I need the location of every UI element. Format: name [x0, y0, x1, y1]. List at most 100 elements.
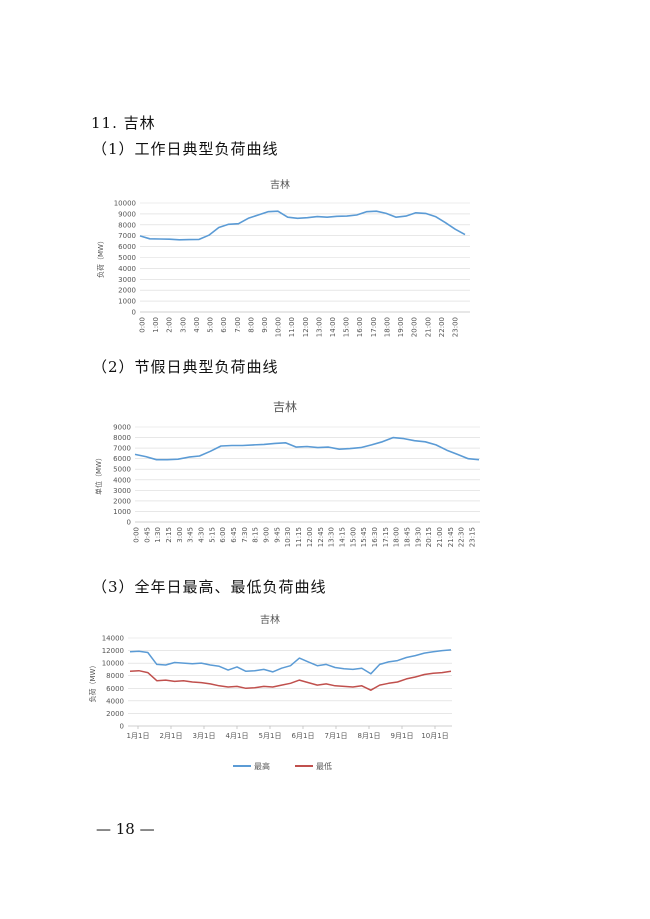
x-tick-label: 13:30 — [328, 527, 336, 547]
x-tick-label: 15:00 — [349, 527, 357, 547]
x-tick-label: 6:45 — [230, 527, 238, 543]
x-tick-label: 23:15 — [469, 527, 477, 547]
y-axis-label: 单位（MW） — [94, 454, 103, 495]
x-tick-label: 8:15 — [252, 527, 260, 543]
chart-annual: 吉林 0 2000 4000 6000 8000 10000 12000 14000 负荷（MW）… — [88, 612, 470, 784]
x-tick-label: 9:00 — [261, 317, 269, 333]
y-tick-label: 9000 — [118, 210, 136, 218]
x-tick-label: 11:00 — [288, 317, 296, 337]
y-tick-label: 2000 — [113, 497, 131, 505]
x-tick-label: 8月1日 — [358, 732, 381, 740]
y-tick-label: 1000 — [113, 508, 131, 516]
x-tick-label: 9:00 — [263, 527, 271, 543]
x-tick-label: 5:00 — [207, 317, 215, 333]
x-tick-label: 12:00 — [306, 527, 314, 547]
x-tick-label: 11:15 — [295, 527, 303, 547]
x-tick-label: 4:00 — [193, 317, 201, 333]
y-tick-label: 8000 — [113, 434, 131, 442]
x-tick-label: 19:00 — [397, 317, 405, 337]
series-line-1 — [139, 210, 466, 241]
y-tick-label: 5000 — [118, 254, 136, 262]
x-tick-label: 8:00 — [247, 317, 255, 333]
x-tick-label: 7:30 — [241, 527, 249, 543]
y-tick-label: 9000 — [113, 424, 131, 432]
x-tick-label: 20:00 — [411, 317, 419, 337]
x-tick-label: 15:45 — [360, 527, 368, 547]
chart-title: 吉林 — [260, 613, 280, 626]
x-tick-label: 10:00 — [275, 317, 283, 337]
legend-label: 最低 — [316, 761, 332, 771]
subtitle-workday: （1）工作日典型负荷曲线 — [92, 140, 279, 158]
x-tick-label: 1:30 — [154, 527, 162, 543]
x-tick-label: 6:00 — [220, 317, 228, 333]
x-tick-label: 1月1日 — [127, 732, 150, 740]
x-tick-label: 2:15 — [165, 527, 173, 543]
y-tick-label: 3000 — [118, 276, 136, 284]
x-tick-label: 0:00 — [133, 527, 141, 543]
x-tick-label: 21:00 — [436, 527, 444, 547]
x-tick-label: 21:45 — [447, 527, 455, 547]
y-tick-label: 6000 — [118, 243, 136, 251]
x-tick-label: 7月1日 — [325, 732, 348, 740]
subtitle-annual: （3）全年日最高、最低负荷曲线 — [92, 578, 327, 596]
x-tick-label: 18:00 — [383, 317, 391, 337]
x-tick-label: 16:00 — [356, 317, 364, 337]
series-line-1 — [129, 649, 452, 675]
chart-workday-svg: 吉林 0 1000 2000 3000 4000 5000 6000 7000 8000 9000 1… — [96, 178, 470, 337]
section-title: 11. 吉林 — [91, 114, 156, 132]
y-tick-label: 3000 — [113, 487, 131, 495]
subtitle-holiday: （2）节假日典型负荷曲线 — [92, 358, 279, 376]
x-tick-label: 16:30 — [371, 527, 379, 547]
chart-title: 吉林 — [273, 400, 297, 414]
y-tick-label: 1000 — [118, 298, 136, 306]
x-tick-label: 13:00 — [315, 317, 323, 337]
x-tick-label: 18:00 — [393, 527, 401, 547]
y-tick-label: 0 — [127, 519, 131, 527]
y-tick-label: 0 — [120, 723, 124, 731]
x-tick-label: 1:00 — [152, 317, 160, 333]
x-tick-label: 10:30 — [284, 527, 292, 547]
x-tick-label: 0:45 — [143, 527, 151, 543]
x-tick-label: 9:45 — [273, 527, 281, 543]
y-tick-label: 2000 — [106, 710, 124, 718]
x-tick-label: 3:00 — [179, 317, 187, 333]
chart-holiday: 吉林 0 1000 2000 3000 4000 5000 6000 7000 8000 9000 单… — [94, 397, 495, 557]
y-tick-label: 6000 — [106, 685, 124, 693]
y-tick-label: 4000 — [118, 265, 136, 273]
x-tick-label: 23:00 — [452, 317, 460, 337]
x-tick-label: 18:45 — [403, 527, 411, 547]
x-tick-label: 3:45 — [187, 527, 195, 543]
y-tick-label: 8000 — [118, 221, 136, 229]
series-line-1 — [134, 436, 480, 461]
page-number: — 18 — — [96, 820, 155, 838]
y-tick-label: 8000 — [106, 672, 124, 680]
x-tick-label: 10月1日 — [421, 732, 448, 740]
x-tick-label: 19:30 — [414, 527, 422, 547]
x-tick-label: 3:00 — [176, 527, 184, 543]
chart-annual-svg: 吉林 0 2000 4000 6000 8000 10000 12000 14000 负荷（MW）… — [88, 613, 452, 771]
x-tick-label: 14:15 — [338, 527, 346, 547]
x-tick-label: 22:30 — [458, 527, 466, 547]
chart-holiday-svg: 吉林 0 1000 2000 3000 4000 5000 6000 7000 8000 9000 单… — [94, 400, 480, 547]
x-tick-label: 17:00 — [370, 317, 378, 337]
x-tick-label: 15:00 — [343, 317, 351, 337]
y-tick-label: 4000 — [113, 476, 131, 484]
x-tick-label: 0:00 — [139, 317, 147, 333]
x-tick-label: 21:00 — [424, 317, 432, 337]
chart-title: 吉林 — [270, 178, 290, 191]
legend-label: 最高 — [254, 761, 270, 771]
x-tick-label: 3月1日 — [193, 732, 216, 740]
x-tick-label: 6:00 — [219, 527, 227, 543]
y-tick-label: 12000 — [102, 647, 124, 655]
y-tick-label: 5000 — [113, 466, 131, 474]
y-tick-label: 10000 — [102, 660, 124, 668]
x-tick-label: 4:30 — [198, 527, 206, 543]
y-tick-label: 14000 — [102, 635, 124, 643]
x-tick-label: 22:00 — [438, 317, 446, 337]
y-tick-label: 6000 — [113, 455, 131, 463]
x-tick-label: 7:00 — [234, 317, 242, 333]
x-tick-label: 6月1日 — [292, 732, 315, 740]
y-tick-label: 4000 — [106, 697, 124, 705]
y-axis-label: 负荷（MW） — [88, 662, 97, 703]
x-tick-label: 2月1日 — [160, 732, 183, 740]
